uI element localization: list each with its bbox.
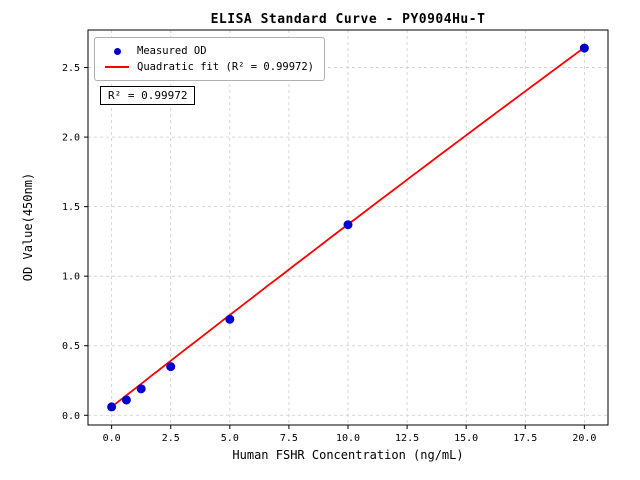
scatter-marker-icon	[113, 47, 121, 55]
axes: 0.0 2.5 5.0 7.5 10.0 12.5 15.0 17.5 20.0 0.0 0.5 1.…	[62, 29, 609, 444]
legend-label-measured-od: Measured OD	[137, 45, 207, 57]
y-tick-label: 1.0	[62, 272, 80, 283]
x-tick-label: 17.5	[513, 433, 537, 444]
legend: Measured OD Quadratic fit (R² = 0.99972)	[94, 37, 326, 81]
x-tick-label: 0.0	[103, 433, 121, 444]
fit-line-icon	[105, 66, 129, 68]
data-point	[579, 43, 589, 53]
data-point	[107, 402, 117, 412]
y-tick-label: 0.5	[62, 341, 80, 352]
x-tick-label: 7.5	[280, 433, 298, 444]
legend-item-quadratic-fit: Quadratic fit (R² = 0.99972)	[103, 59, 314, 75]
x-tick-label: 10.0	[336, 433, 360, 444]
legend-item-measured-od: Measured OD	[103, 43, 314, 59]
data-point	[166, 362, 176, 372]
data-point	[225, 314, 235, 324]
y-tick-label: 0.0	[62, 411, 80, 422]
chart-title: ELISA Standard Curve - PY0904Hu-T	[210, 12, 486, 27]
y-axis-label: OD Value(450nm)	[21, 172, 35, 282]
r-squared-annotation: R² = 0.99972	[100, 86, 196, 105]
x-tick-label: 12.5	[395, 433, 419, 444]
x-tick-label: 20.0	[572, 433, 596, 444]
y-tick-label: 2.0	[62, 133, 80, 144]
data-point	[343, 220, 353, 230]
x-tick-label: 2.5	[162, 433, 180, 444]
legend-label-quadratic-fit: Quadratic fit (R² = 0.99972)	[137, 61, 315, 73]
x-axis-label: Human FSHR Concentration (ng/mL)	[232, 448, 464, 462]
x-tick-label: 5.0	[221, 433, 239, 444]
legend-marker-cell	[103, 47, 131, 55]
data-point	[121, 395, 131, 405]
x-tick-label: 15.0	[454, 433, 478, 444]
data-point	[136, 384, 146, 394]
y-tick-label: 2.5	[62, 63, 80, 74]
y-tick-label: 1.5	[62, 202, 80, 213]
gridlines	[88, 30, 608, 425]
legend-marker-cell	[103, 66, 131, 68]
data-series	[107, 43, 589, 412]
